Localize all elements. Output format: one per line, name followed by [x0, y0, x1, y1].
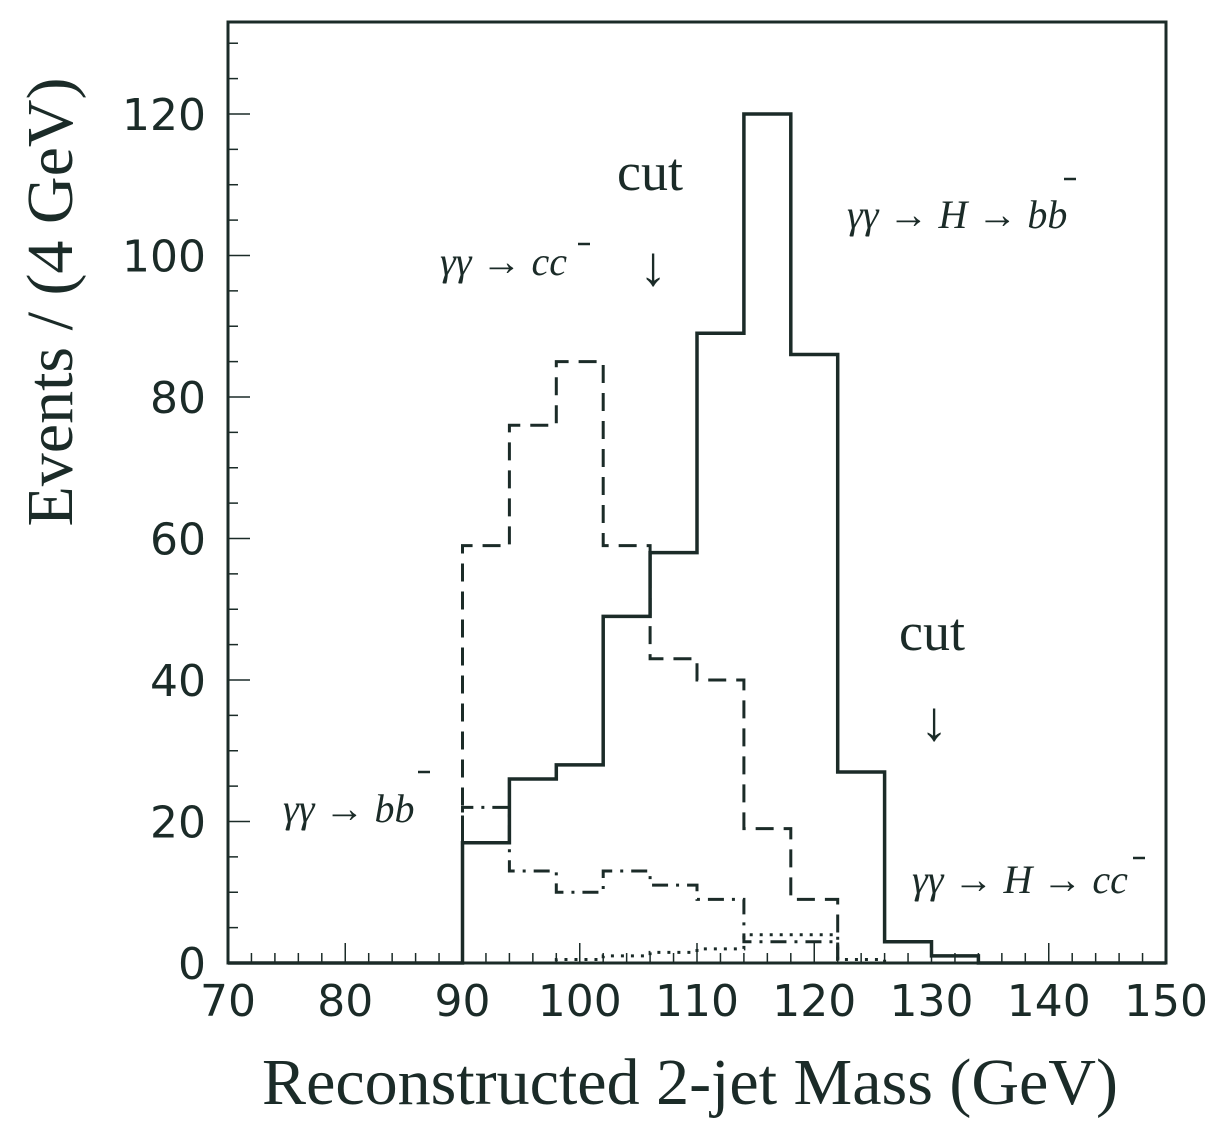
y-tick-label: 0 [178, 939, 206, 990]
x-tick-label: 150 [1124, 976, 1208, 1027]
x-tick-label: 110 [655, 976, 739, 1027]
y-tick-label: 120 [122, 90, 206, 141]
cut-arrow-right: ↓ [920, 691, 948, 753]
label-bkg-cc: γγ → cc [440, 239, 567, 284]
label-bkg-bb: γγ → bb [283, 786, 415, 831]
y-tick-label: 100 [122, 231, 206, 282]
series-solid [228, 112, 1166, 965]
series-dashed [228, 360, 1166, 965]
histogram-series [228, 112, 1166, 965]
plot-frame [226, 20, 1168, 965]
x-tick-label: 130 [890, 976, 974, 1027]
y-tick-label: 80 [150, 373, 206, 424]
cut-label-right: cut [899, 602, 965, 662]
y-axis-title: Events / (4 GeV) [14, 77, 87, 526]
label-signal-bb: γγ → H → bb [847, 192, 1067, 237]
x-tick-label: 70 [200, 976, 256, 1027]
tick-labels: 70 80 90 100 110 120 130 140 150 0 20 40 60 80 100 120 [122, 90, 1208, 1027]
y-tick-label: 20 [150, 797, 206, 848]
cut-label-left: cut [617, 142, 683, 202]
y-tick-label: 40 [150, 656, 206, 707]
cut-arrow-left: ↓ [639, 236, 667, 298]
x-axis-title: Reconstructed 2-jet Mass (GeV) [262, 1046, 1118, 1119]
label-signal-cc: γγ → H → cc [912, 857, 1128, 902]
x-tick-label: 120 [772, 976, 856, 1027]
x-tick-label: 140 [1007, 976, 1091, 1027]
x-tick-label: 100 [538, 976, 622, 1027]
x-tick-label: 80 [317, 976, 373, 1027]
y-tick-label: 60 [150, 514, 206, 565]
x-tick-label: 90 [435, 976, 491, 1027]
